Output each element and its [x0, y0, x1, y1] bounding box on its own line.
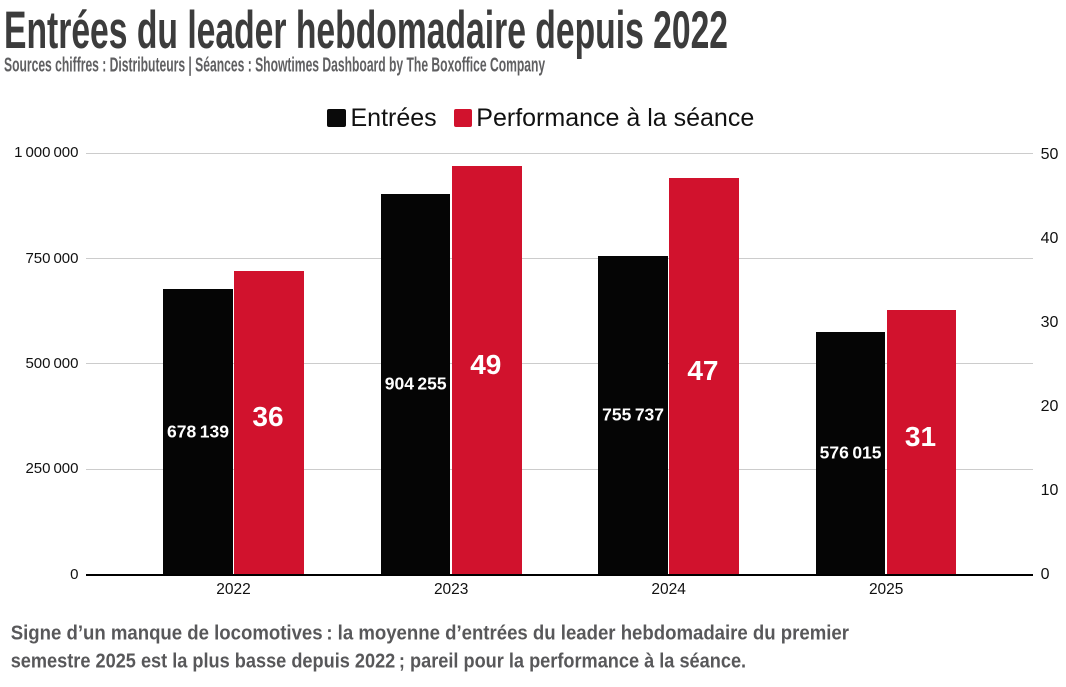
svg-text:semestre 2025 est la plus bass: semestre 2025 est la plus basse depuis 2… [11, 651, 746, 673]
svg-text:Signe d’un manque de locomotiv: Signe d’un manque de locomotives : la mo… [11, 623, 850, 645]
svg-text:Entrées du leader hebdomadaire: Entrées du leader hebdomadaire depuis 20… [4, 1, 728, 59]
svg-text:Sources chiffres : Distributeu: Sources chiffres : Distributeurs | Séanc… [4, 53, 546, 76]
